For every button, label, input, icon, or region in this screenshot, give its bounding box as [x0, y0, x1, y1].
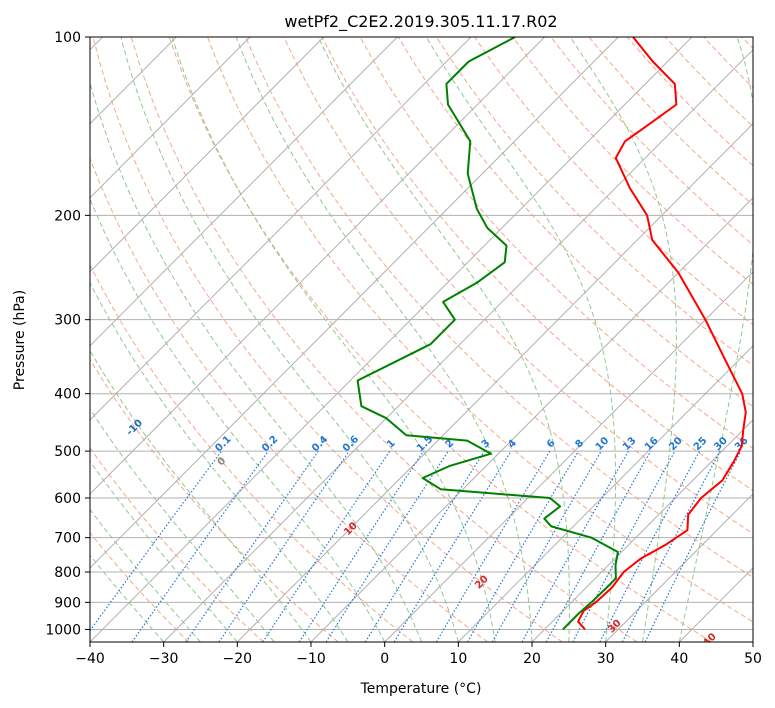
- x-tick-label: −40: [75, 651, 105, 667]
- mixing-ratio-line: [262, 450, 391, 642]
- dry-adiabat-line: [90, 447, 264, 642]
- dry-adiabat-line: [90, 156, 488, 642]
- moist-adiabat-line: [171, 37, 496, 642]
- mixing-ratio-line: [599, 450, 701, 642]
- isotherm-line: [310, 197, 753, 642]
- mixing-ratio-line: [572, 450, 676, 642]
- x-tick-label: 20: [523, 651, 541, 667]
- y-axis-label: Pressure (hPa): [12, 290, 28, 390]
- moist-adiabat-line: [90, 460, 238, 642]
- x-tick-label: 40: [670, 651, 688, 667]
- mixing-ratio-line: [393, 450, 512, 642]
- mixing-ratio-line: [218, 450, 350, 642]
- y-tick-label: 300: [54, 313, 81, 329]
- isotherm-line: [384, 271, 753, 642]
- y-tick-label: 400: [54, 387, 81, 403]
- mixing-ratio-line: [131, 450, 269, 642]
- moist-adiabat-line: [90, 408, 275, 642]
- moist-adiabat-line: [678, 37, 753, 642]
- mixing-ratio-line: [185, 450, 319, 642]
- mixing-ratio-line: [621, 450, 721, 642]
- isotherm-line: [90, 37, 472, 421]
- x-tick-label: 0: [380, 651, 389, 667]
- dry-adiabat-line: [90, 531, 190, 642]
- moist-adiabat-line: [90, 281, 349, 642]
- x-axis-label: Temperature (°C): [360, 681, 482, 697]
- isotherm-line: [236, 123, 753, 642]
- mixing-ratio-line: [545, 450, 652, 642]
- dry-adiabat-line: [435, 37, 753, 367]
- plot-frame: [89, 36, 754, 643]
- isotherm-line: [163, 48, 753, 642]
- dry-adiabat-line: [90, 263, 414, 642]
- mixing-ratio-line: [325, 450, 449, 642]
- mixing-ratio-line: [521, 450, 630, 642]
- isotherm-line: [457, 345, 753, 642]
- y-tick-label: 500: [54, 444, 81, 460]
- x-tick-label: 30: [597, 651, 615, 667]
- dry-adiabat-line: [512, 37, 753, 286]
- x-tick-label: 50: [744, 651, 762, 667]
- dry-adiabat-line: [130, 37, 638, 642]
- dry-adiabat-line: [90, 358, 339, 642]
- mixing-ratio-line: [90, 450, 222, 632]
- moist-adiabat-line: [120, 37, 459, 642]
- x-tick-label: −10: [296, 651, 326, 667]
- y-tick-label: 1000: [45, 622, 81, 638]
- mixing-ratio-line: [364, 450, 486, 642]
- y-axis-ticks: 100 200 300 400 500 600 700 800 900 1000: [45, 30, 90, 638]
- y-tick-label: 200: [54, 208, 81, 224]
- y-tick-label: 700: [54, 531, 81, 547]
- mixing-ratio-lines: [90, 450, 742, 642]
- moist-adiabat-line: [317, 37, 570, 642]
- isotherm-grid: [90, 37, 753, 642]
- moist-adiabat-line: [425, 37, 617, 642]
- mixing-ratio-line: [298, 450, 424, 642]
- dry-adiabat-line: [359, 37, 753, 449]
- isotherm-line: [90, 37, 251, 199]
- temperature-line: [577, 37, 747, 631]
- moist-adiabat-line: [235, 37, 533, 642]
- isotherm-line: [90, 37, 619, 569]
- x-axis-ticks: −40 −30 −20 −10 0 10 20 30 40 50: [75, 642, 762, 667]
- dry-adiabats: [90, 37, 753, 642]
- x-tick-label: −20: [223, 651, 253, 667]
- isotherm-line: [605, 493, 753, 642]
- y-tick-label: 600: [54, 491, 81, 507]
- isotherm-line: [90, 37, 324, 273]
- moist-adiabat-line: [90, 197, 386, 642]
- profile-series: [356, 37, 747, 631]
- isotherm-line: [90, 37, 398, 347]
- dry-adiabat-line: [321, 37, 753, 492]
- x-tick-label: −30: [149, 651, 179, 667]
- mixing-ratio-line: [644, 450, 742, 642]
- x-tick-label: 10: [449, 651, 467, 667]
- isotherm-line: [90, 37, 545, 495]
- y-tick-label: 100: [54, 30, 81, 46]
- moist-adiabat-line: [569, 37, 677, 642]
- dewpoint-line: [356, 37, 619, 631]
- isobar-grid: [90, 37, 753, 630]
- moist-adiabats: [90, 37, 753, 642]
- dry-adiabat-line: [168, 37, 712, 642]
- y-tick-label: 800: [54, 565, 81, 581]
- isotherm-line: [90, 37, 693, 642]
- dry-adiabat-line: [207, 37, 753, 623]
- dry-adiabat-line: [92, 37, 563, 642]
- isotherm-line: [531, 419, 753, 642]
- dry-adiabat-label: 40: [701, 631, 719, 649]
- chart-title: wetPf2_C2E2.2019.305.11.17.R02: [284, 12, 557, 32]
- y-tick-label: 900: [54, 595, 81, 611]
